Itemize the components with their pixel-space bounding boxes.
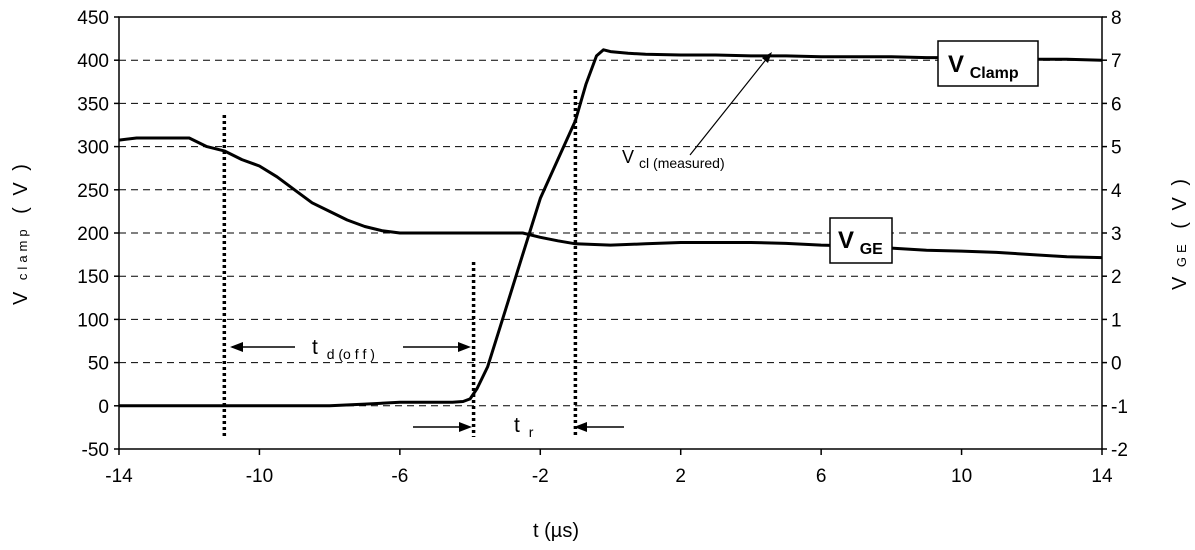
right-tick-label-8: 6 — [1111, 94, 1122, 115]
left-axis-title: V clamp ( V ) — [10, 161, 32, 305]
td-off-arrowhead-right — [458, 342, 471, 352]
vclamp-box-sub: Clamp — [970, 65, 1019, 82]
tr-label: t r — [514, 414, 534, 440]
td-off-label: t d (o f f ) — [312, 336, 375, 362]
x-axis-ticks: -14 -10 -6 -2 2 6 10 14 — [105, 449, 1113, 487]
tr-label-sub: r — [529, 424, 534, 440]
vcl-label: V cl (measured) — [622, 147, 725, 171]
left-tick-label-3: 100 — [77, 310, 109, 331]
x-tick-label-7: 14 — [1091, 466, 1113, 487]
right-tick-label-0: -2 — [1111, 440, 1128, 461]
tr-label-main: t — [514, 414, 520, 437]
right-tick-label-10: 8 — [1111, 8, 1122, 29]
right-axis-title: V GE ( V ) — [1169, 176, 1191, 290]
series-line-vclamp — [119, 48, 1103, 408]
x-tick-label-3: -2 — [532, 466, 549, 487]
left-tick-label-2: 50 — [88, 354, 109, 375]
right-axis-title-main: V — [1169, 276, 1191, 290]
vcl-measured-annotation: V cl (measured) — [622, 52, 772, 171]
vge-box-main: V — [838, 227, 854, 254]
vclamp-box-main: V — [948, 51, 964, 78]
timing-markers — [222, 90, 578, 437]
right-tick-label-1: -1 — [1111, 397, 1128, 418]
right-axis-title-sub: GE — [1174, 240, 1189, 267]
left-axis-title-unit: ( V ) — [10, 161, 32, 214]
vcl-leader-arrowhead — [762, 52, 772, 63]
x-tick-label-5: 6 — [816, 466, 827, 487]
td-off-annotation: t d (o f f ) — [230, 336, 471, 362]
right-tick-label-9: 7 — [1111, 51, 1122, 72]
left-tick-label-0: -50 — [82, 440, 109, 461]
tr-annotation: t r — [413, 414, 624, 440]
left-tick-label-6: 250 — [77, 181, 109, 202]
vge-box-frame — [829, 217, 893, 264]
x-tick-label-4: 2 — [675, 466, 686, 487]
td-off-label-main: t — [312, 336, 318, 359]
vge-legend-box: V GE — [829, 217, 893, 264]
vge-box-sub: GE — [860, 241, 883, 258]
tr-arrowhead-left — [459, 422, 472, 432]
vclamp-box-label: V Clamp — [948, 51, 1019, 82]
left-axis-title-sub: clamp — [15, 225, 30, 280]
vcl-label-main: V — [622, 147, 634, 167]
right-axis-title-unit: ( V ) — [1169, 176, 1191, 229]
left-tick-label-1: 0 — [98, 397, 109, 418]
left-tick-label-7: 300 — [77, 138, 109, 159]
right-tick-label-4: 2 — [1111, 267, 1122, 288]
vge-box-label: V GE — [838, 227, 883, 258]
x-tick-label-2: -6 — [391, 466, 408, 487]
x-tick-label-0: -14 — [105, 466, 133, 487]
series-line-vge — [118, 136, 1103, 260]
x-axis-title: t (µs) — [533, 520, 579, 542]
td-off-label-sub: d (o f f ) — [327, 346, 375, 362]
left-tick-label-8: 350 — [77, 94, 109, 115]
td-off-arrowhead-left — [230, 342, 243, 352]
right-tick-label-2: 0 — [1111, 354, 1122, 375]
vclamp-legend-box: V Clamp — [937, 40, 1039, 87]
vcl-leader-line — [689, 56, 769, 156]
tr-arrowhead-right — [574, 422, 587, 432]
vcl-label-sub: cl (measured) — [639, 155, 725, 171]
left-tick-label-9: 400 — [77, 51, 109, 72]
right-tick-label-7: 5 — [1111, 138, 1122, 159]
right-axis-ticks: -2 -1 0 1 2 3 4 5 6 7 8 — [1102, 8, 1128, 461]
left-axis-title-main: V — [10, 291, 32, 305]
gridlines — [119, 59, 1102, 407]
right-tick-label-3: 1 — [1111, 310, 1122, 331]
right-tick-label-6: 4 — [1111, 181, 1122, 202]
right-tick-label-5: 3 — [1111, 224, 1122, 245]
left-tick-label-4: 150 — [77, 267, 109, 288]
vclamp-box-frame — [937, 40, 1039, 87]
left-axis-ticks: -50 0 50 100 150 200 250 300 350 400 450 — [77, 8, 119, 461]
left-tick-label-5: 200 — [77, 224, 109, 245]
left-tick-label-10: 450 — [77, 8, 109, 29]
x-tick-label-1: -10 — [246, 466, 273, 487]
x-tick-label-6: 10 — [951, 466, 972, 487]
